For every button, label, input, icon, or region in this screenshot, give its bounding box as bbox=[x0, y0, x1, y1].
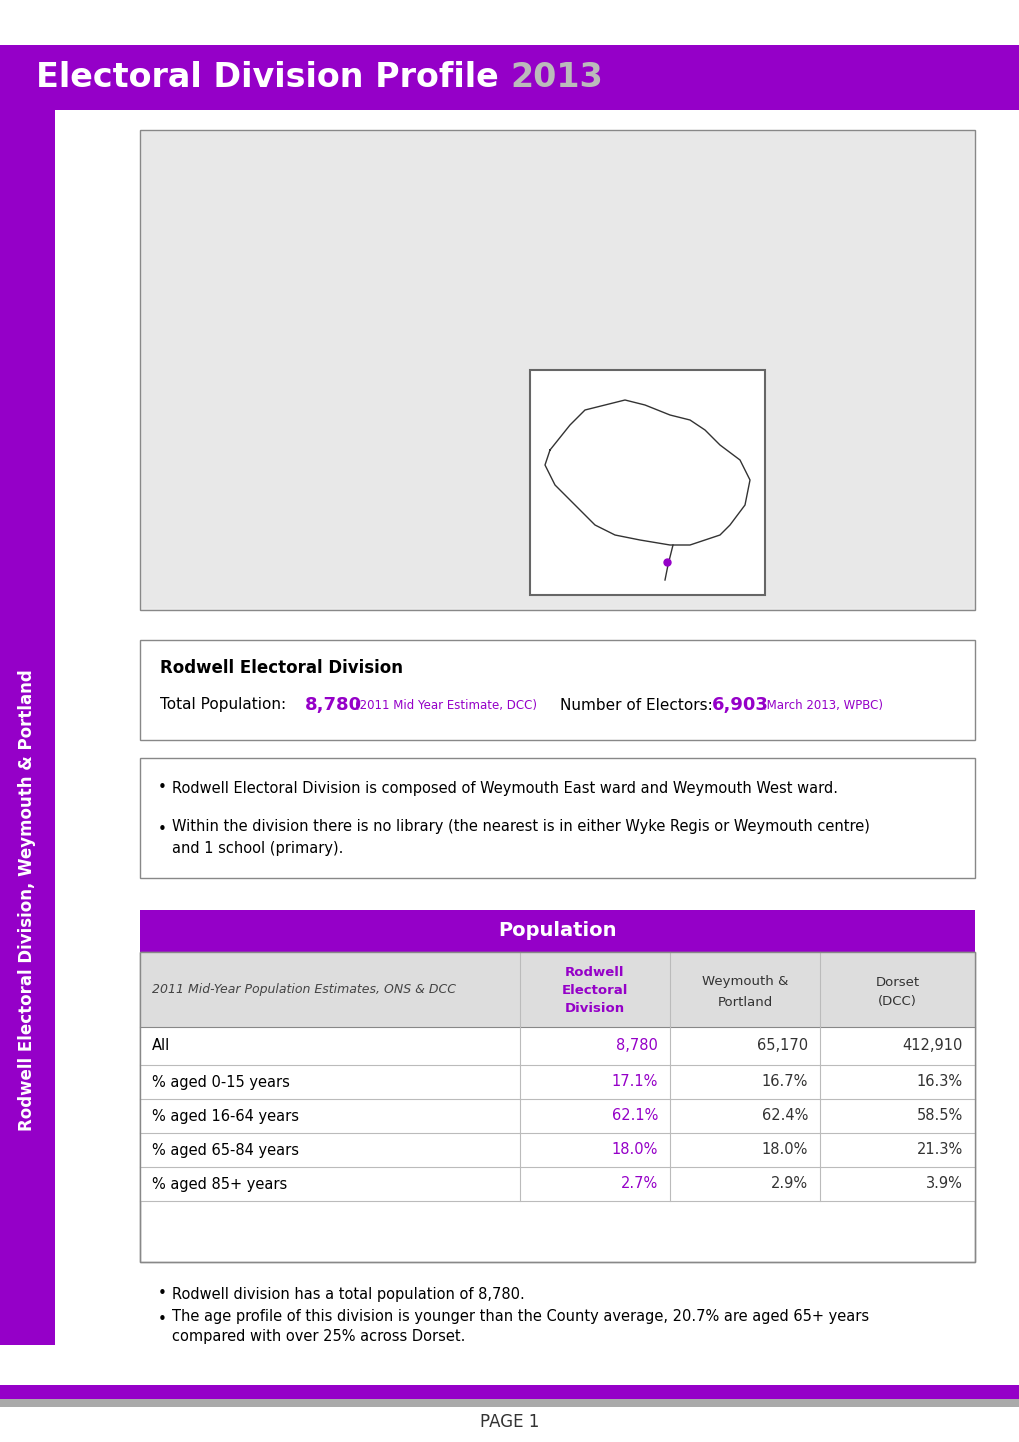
Text: 17.1%: 17.1% bbox=[611, 1074, 657, 1090]
Bar bbox=[530, 371, 764, 596]
Text: 16.3%: 16.3% bbox=[916, 1074, 962, 1090]
Text: 21.3%: 21.3% bbox=[916, 1142, 962, 1158]
Text: (March 2013, WPBC): (March 2013, WPBC) bbox=[761, 698, 882, 711]
Bar bbox=[0, 1384, 1019, 1399]
Text: PAGE 1: PAGE 1 bbox=[480, 1413, 539, 1430]
Bar bbox=[140, 1066, 974, 1099]
Bar bbox=[140, 1027, 974, 1066]
Text: 62.1%: 62.1% bbox=[611, 1109, 657, 1123]
Bar bbox=[140, 758, 974, 878]
Bar bbox=[140, 1133, 974, 1167]
Bar bbox=[140, 1167, 974, 1201]
Text: Number of Electors:: Number of Electors: bbox=[559, 698, 717, 712]
Text: % aged 0-15 years: % aged 0-15 years bbox=[152, 1074, 289, 1090]
Text: 16.7%: 16.7% bbox=[761, 1074, 807, 1090]
Bar bbox=[140, 130, 974, 610]
Text: Within the division there is no library (the nearest is in either Wyke Regis or : Within the division there is no library … bbox=[172, 819, 869, 833]
Bar bbox=[0, 1399, 1019, 1407]
Text: % aged 65-84 years: % aged 65-84 years bbox=[152, 1142, 299, 1158]
Text: •: • bbox=[158, 822, 167, 838]
Text: Rodwell Electoral Division: Rodwell Electoral Division bbox=[160, 659, 403, 676]
Bar bbox=[55, 45, 1019, 110]
Text: 2.9%: 2.9% bbox=[770, 1177, 807, 1191]
Text: •: • bbox=[158, 1286, 167, 1302]
Text: 62.4%: 62.4% bbox=[761, 1109, 807, 1123]
Bar bbox=[140, 952, 974, 1262]
Text: 6,903: 6,903 bbox=[711, 696, 768, 714]
Text: The age profile of this division is younger than the County average, 20.7% are a: The age profile of this division is youn… bbox=[172, 1308, 868, 1324]
Text: Division: Division bbox=[565, 1002, 625, 1015]
Text: Rodwell: Rodwell bbox=[565, 966, 624, 979]
Text: 8,780: 8,780 bbox=[305, 696, 362, 714]
Text: Rodwell Electoral Division is composed of Weymouth East ward and Weymouth West w: Rodwell Electoral Division is composed o… bbox=[172, 780, 838, 796]
Text: 2013: 2013 bbox=[510, 61, 602, 94]
Text: % aged 85+ years: % aged 85+ years bbox=[152, 1177, 287, 1191]
Text: (2011 Mid Year Estimate, DCC): (2011 Mid Year Estimate, DCC) bbox=[355, 698, 536, 711]
Text: 18.0%: 18.0% bbox=[761, 1142, 807, 1158]
Text: 412,910: 412,910 bbox=[902, 1038, 962, 1054]
Bar bbox=[140, 640, 974, 740]
Text: 18.0%: 18.0% bbox=[611, 1142, 657, 1158]
Text: 58.5%: 58.5% bbox=[916, 1109, 962, 1123]
Text: All: All bbox=[152, 1038, 170, 1054]
Bar bbox=[142, 133, 972, 609]
Text: 8,780: 8,780 bbox=[615, 1038, 657, 1054]
Text: 2011 Mid-Year Population Estimates, ONS & DCC: 2011 Mid-Year Population Estimates, ONS … bbox=[152, 983, 455, 996]
Text: •: • bbox=[158, 780, 167, 796]
Text: Dorset: Dorset bbox=[874, 975, 919, 989]
Text: Rodwell division has a total population of 8,780.: Rodwell division has a total population … bbox=[172, 1286, 524, 1302]
Bar bbox=[0, 45, 55, 1345]
Text: and 1 school (primary).: and 1 school (primary). bbox=[172, 841, 343, 855]
Text: Weymouth &: Weymouth & bbox=[701, 975, 788, 989]
Text: 65,170: 65,170 bbox=[756, 1038, 807, 1054]
Text: •: • bbox=[158, 1312, 167, 1328]
Text: compared with over 25% across Dorset.: compared with over 25% across Dorset. bbox=[172, 1330, 465, 1344]
Text: (DCC): (DCC) bbox=[877, 995, 916, 1008]
Text: Electoral: Electoral bbox=[561, 983, 628, 996]
Text: 3.9%: 3.9% bbox=[925, 1177, 962, 1191]
Bar bbox=[140, 952, 974, 1262]
Text: Electoral Division Profile: Electoral Division Profile bbox=[36, 61, 510, 94]
Text: Portland: Portland bbox=[716, 995, 771, 1008]
Text: % aged 16-64 years: % aged 16-64 years bbox=[152, 1109, 299, 1123]
Text: Population: Population bbox=[497, 921, 616, 940]
Bar bbox=[140, 1099, 974, 1133]
Bar bbox=[140, 952, 974, 1027]
Text: Total Population:: Total Population: bbox=[160, 698, 290, 712]
Text: Rodwell Electoral Division, Weymouth & Portland: Rodwell Electoral Division, Weymouth & P… bbox=[18, 669, 36, 1131]
Text: 2.7%: 2.7% bbox=[621, 1177, 657, 1191]
Bar bbox=[140, 910, 974, 952]
